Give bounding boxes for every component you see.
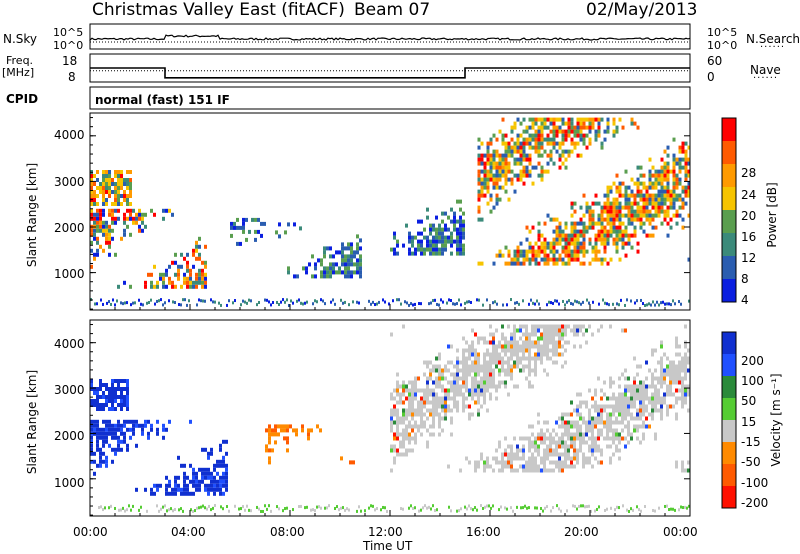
vel-cb-tick-m50: -50 bbox=[741, 455, 761, 469]
power-cb-cell-0 bbox=[722, 118, 736, 141]
power-feature-2 bbox=[230, 217, 266, 246]
xtick-6: 00:00 bbox=[663, 525, 698, 539]
freq-tick-top: 18 bbox=[62, 54, 78, 68]
power-feature-0 bbox=[90, 170, 132, 206]
velocity-ytick-3000: 3000 bbox=[54, 383, 85, 397]
power-cb-tick-8: 8 bbox=[741, 272, 749, 286]
noise-tick-right-bottom: 10^0 bbox=[707, 39, 738, 52]
nave-dots: ...... bbox=[753, 70, 779, 81]
power-cb-cell-7 bbox=[722, 279, 736, 302]
power-cb-frame bbox=[721, 117, 737, 303]
velocity-feature-1 bbox=[90, 419, 228, 496]
velocity-feature-0 bbox=[90, 379, 129, 411]
vel-cb-tick-100: 100 bbox=[741, 374, 764, 388]
station-title: Christmas Valley East (fitACF) bbox=[92, 0, 345, 20]
nsky-line bbox=[89, 34, 691, 41]
power-cb-tick-20: 20 bbox=[741, 209, 757, 223]
freq-tick-bottom: 8 bbox=[68, 70, 76, 84]
velocity-cb-cell-6 bbox=[722, 464, 736, 486]
velocity-feature-2 bbox=[265, 424, 355, 465]
cpid-label: CPID bbox=[6, 92, 39, 106]
xtick-5: 20:00 bbox=[564, 525, 599, 539]
power-cb-tick-4: 4 bbox=[741, 293, 749, 307]
power-cb-tick-28: 28 bbox=[741, 166, 757, 180]
power-feature-1 bbox=[90, 208, 207, 289]
power-feature-4 bbox=[390, 199, 465, 256]
power-cb-tick-16: 16 bbox=[741, 230, 757, 244]
cpid-text: normal (fast) 151 IF bbox=[95, 93, 230, 107]
xtick-0: 00:00 bbox=[73, 525, 108, 539]
velocity-cb-cell-4 bbox=[722, 420, 736, 442]
vel-cb-tick-m15: -15 bbox=[741, 435, 761, 449]
nsky-label: N.Sky bbox=[3, 32, 38, 46]
xaxis-label: Time UT bbox=[363, 539, 413, 553]
freq-label: Freq. bbox=[6, 54, 34, 67]
velocity-cb-cell-2 bbox=[722, 376, 736, 398]
power-cb-cell-1 bbox=[722, 141, 736, 164]
vel-cb-tick-15: 15 bbox=[741, 415, 757, 429]
freq-line bbox=[90, 67, 690, 79]
nsearch-dots: ...... bbox=[760, 39, 786, 50]
power-ytick-4000: 4000 bbox=[54, 128, 85, 142]
xtick-4: 16:00 bbox=[466, 525, 501, 539]
velocity-cb-cell-0 bbox=[722, 332, 736, 354]
power-cb-tick-12: 12 bbox=[741, 251, 757, 265]
power-cb-cell-6 bbox=[722, 256, 736, 279]
velocity-feature-3 bbox=[390, 324, 690, 473]
nsearch-label: N.Search bbox=[746, 32, 800, 46]
vel-cb-tick-200: 200 bbox=[741, 354, 764, 368]
nave-tick-bottom: 0 bbox=[707, 70, 715, 84]
xtick-1: 04:00 bbox=[171, 525, 206, 539]
power-ytick-3000: 3000 bbox=[54, 175, 85, 189]
power-cb-cell-2 bbox=[722, 164, 736, 187]
noise-tick-left-bottom: 10^0 bbox=[53, 39, 84, 52]
cpid-panel-frame bbox=[89, 86, 691, 110]
vel-cb-tick-m200: -200 bbox=[741, 496, 769, 510]
power-cb-cell-4 bbox=[722, 210, 736, 233]
velocity-ytick-1000: 1000 bbox=[54, 476, 85, 490]
power-feature-3 bbox=[275, 222, 362, 279]
velocity-cb-cell-1 bbox=[722, 354, 736, 376]
xtick-2: 08:00 bbox=[270, 525, 305, 539]
vel-cb-tick-50: 50 bbox=[741, 394, 757, 408]
velocity-cb-cell-5 bbox=[722, 442, 736, 464]
freq-units-label: [MHz] bbox=[2, 66, 35, 79]
xtick-3: 12:00 bbox=[368, 525, 403, 539]
power-feature-5 bbox=[477, 117, 691, 266]
velocity-ground-scatter bbox=[98, 504, 690, 513]
noise-panel-frame bbox=[89, 23, 691, 50]
velocity-ytick-4000: 4000 bbox=[54, 337, 85, 351]
velocity-ytick-2000: 2000 bbox=[54, 429, 85, 443]
beam-title: Beam 07 bbox=[354, 0, 431, 20]
velocity-cb-cell-3 bbox=[722, 398, 736, 420]
date-title: 02/May/2013 bbox=[586, 0, 698, 20]
nave-tick-top: 60 bbox=[707, 54, 723, 68]
noise-tick-left-top: 10^5 bbox=[53, 26, 84, 39]
power-cb-tick-24: 24 bbox=[741, 188, 757, 202]
noise-tick-right-top: 10^5 bbox=[707, 26, 738, 39]
vel-cb-tick-m100: -100 bbox=[741, 476, 769, 490]
power-ytick-1000: 1000 bbox=[54, 267, 85, 281]
velocity-cb-frame bbox=[721, 331, 737, 509]
power-cb-cell-5 bbox=[722, 233, 736, 256]
nave-label: Nave bbox=[750, 63, 781, 77]
velocity-cb-cell-7 bbox=[722, 486, 736, 508]
power-cb-cell-3 bbox=[722, 187, 736, 210]
power-ytick-2000: 2000 bbox=[54, 221, 85, 235]
